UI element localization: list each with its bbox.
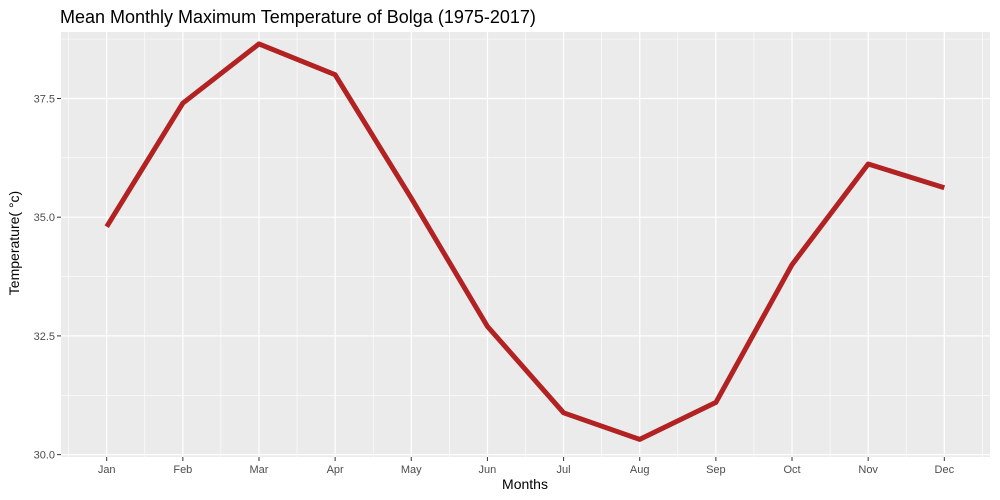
x-axis-title: Months bbox=[502, 476, 548, 492]
x-tick-label: Jan bbox=[98, 464, 116, 476]
x-tick-label: Jun bbox=[479, 464, 497, 476]
series-layer bbox=[104, 41, 946, 442]
y-tick-label: 32.5 bbox=[34, 331, 55, 343]
grid-minor bbox=[61, 32, 990, 457]
y-tick-label: 30.0 bbox=[34, 450, 55, 462]
y-tick-label: 37.5 bbox=[34, 93, 55, 105]
x-tick-label: Apr bbox=[327, 464, 344, 476]
y-axis-title: Temperature( °c) bbox=[6, 191, 22, 295]
x-tick-label: Nov bbox=[858, 464, 878, 476]
grid-major bbox=[61, 32, 990, 457]
x-tick-label: Sep bbox=[706, 464, 726, 476]
x-tick-label: Jul bbox=[557, 464, 571, 476]
x-tick-label: May bbox=[401, 464, 422, 476]
chart-title: Mean Monthly Maximum Temperature of Bolg… bbox=[60, 7, 536, 27]
x-tick-label: Mar bbox=[250, 464, 269, 476]
axis-ticks bbox=[57, 97, 945, 461]
y-tick-labels: 30.0 32.5 35.0 37.5 bbox=[34, 93, 55, 461]
x-tick-label: Feb bbox=[173, 464, 192, 476]
x-tick-label: Aug bbox=[630, 464, 650, 476]
x-tick-label: Dec bbox=[935, 464, 955, 476]
x-tick-label: Oct bbox=[783, 464, 800, 476]
series-line bbox=[104, 41, 946, 442]
y-tick-label: 35.0 bbox=[34, 212, 55, 224]
x-tick-labels: Jan Feb Mar Apr May Jun Jul Aug Sep Oct Nov Dec bbox=[98, 464, 955, 476]
